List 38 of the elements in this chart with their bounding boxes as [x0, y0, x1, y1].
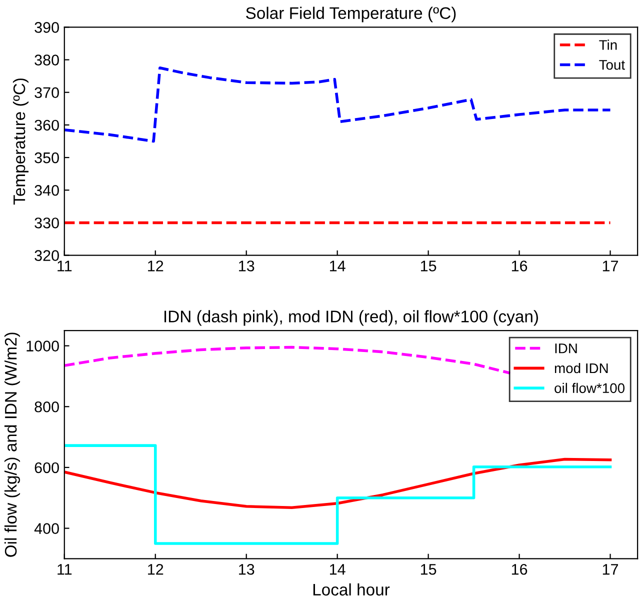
- y-axis-title: Oil flow (kg/s) and IDN (W/m2): [4, 332, 20, 557]
- y-tick-label: 380: [34, 54, 59, 66]
- y-tick-label: 340: [34, 184, 59, 196]
- x-tick-label: 12: [148, 564, 164, 575]
- y-tick-label: 600: [34, 462, 59, 474]
- y-tick-label: 400: [34, 523, 59, 534]
- x-tick-label: 14: [330, 564, 346, 575]
- x-tick-label: 13: [239, 260, 254, 272]
- y-tick-label: 390: [34, 22, 59, 33]
- x-tick-label: 16: [512, 260, 528, 272]
- y-tick-label: 370: [34, 87, 59, 98]
- legend-label: oil flow*100: [554, 382, 625, 394]
- chart-title: IDN (dash pink), mod IDN (red), oil flow*100 (cyan): [164, 310, 538, 326]
- line-series: [64, 346, 512, 375]
- x-tick-label: 11: [58, 564, 72, 575]
- x-tick-label: 15: [420, 564, 436, 575]
- chart-title: Solar Field Temperature (ºC): [246, 6, 456, 22]
- x-tick-label: 16: [512, 564, 528, 575]
- legend-label: Tin: [599, 40, 617, 50]
- y-axis-title: Temperature (ºC): [12, 78, 28, 205]
- x-tick-label: 17: [602, 260, 618, 272]
- y-tick-label: 360: [34, 120, 59, 131]
- x-tick-label: 13: [239, 564, 254, 575]
- x-tick-label: 12: [148, 260, 164, 272]
- y-tick-label: 330: [34, 218, 59, 228]
- legend-label: IDN: [555, 344, 577, 354]
- x-tick-label: 17: [602, 564, 618, 575]
- y-tick-label: 320: [34, 250, 59, 261]
- y-tick-label: 800: [34, 401, 59, 412]
- y-tick-label: 350: [34, 152, 59, 164]
- x-axis-title: Local hour: [313, 583, 390, 596]
- y-tick-label: 1000: [26, 340, 59, 352]
- x-tick-label: 14: [330, 260, 346, 272]
- x-tick-label: 11: [58, 260, 72, 272]
- line-series: [64, 458, 612, 509]
- x-tick-label: 15: [420, 260, 436, 272]
- legend-label: mod IDN: [554, 362, 608, 374]
- legend-label: Tout: [599, 60, 625, 70]
